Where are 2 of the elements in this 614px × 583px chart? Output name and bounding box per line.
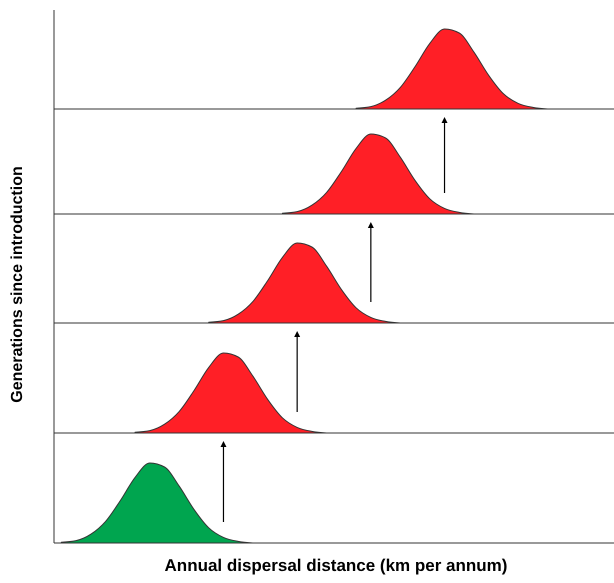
x-axis-title: Annual dispersal distance (km per annum)	[164, 556, 508, 575]
y-axis-title: Generations since introduction	[9, 166, 26, 403]
